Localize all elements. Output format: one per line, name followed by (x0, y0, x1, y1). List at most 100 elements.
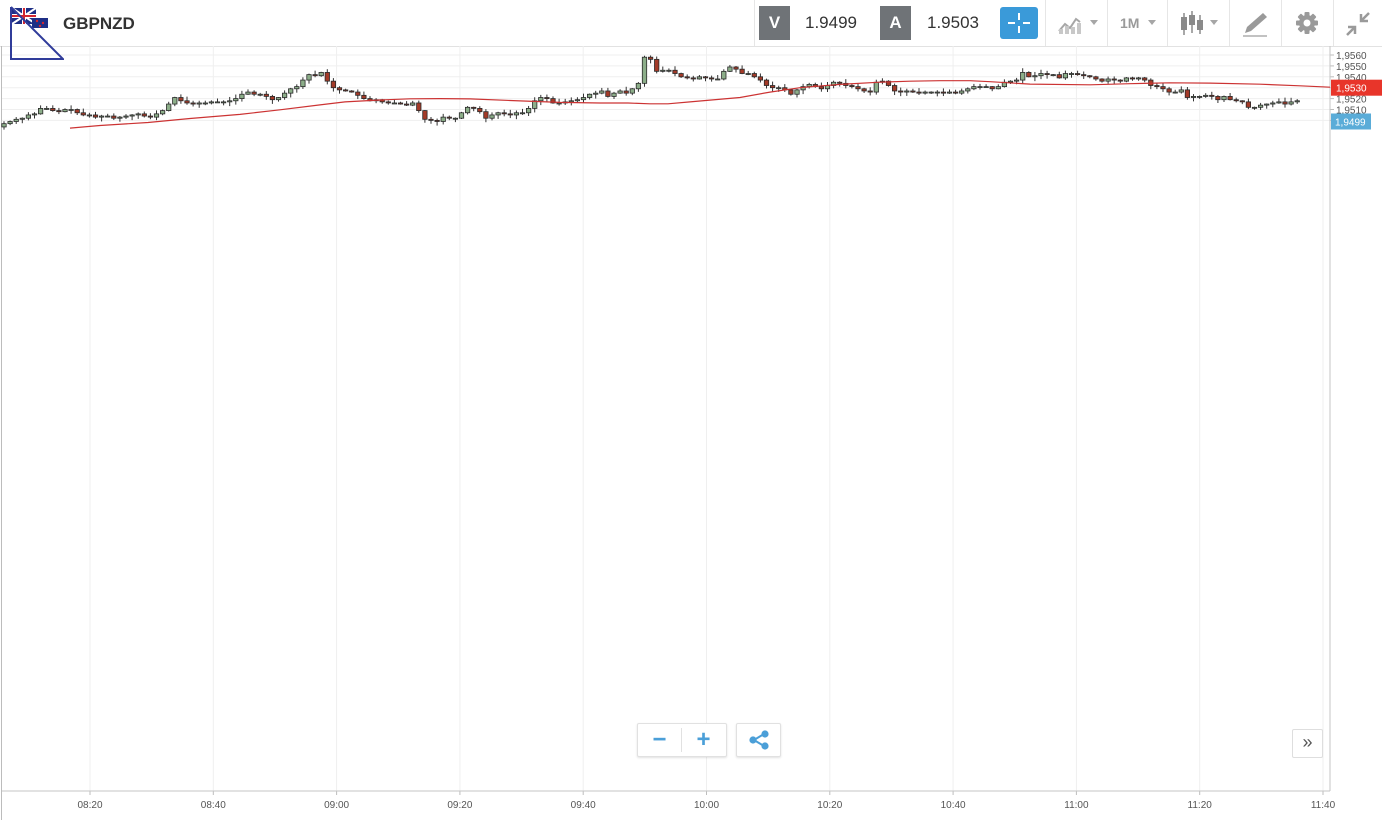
candle-body (288, 88, 294, 94)
candle-body (568, 100, 574, 103)
candle-body (526, 108, 532, 114)
settings-button[interactable] (1282, 0, 1332, 46)
toolbar-separator (1107, 0, 1108, 46)
candle-body (220, 101, 227, 104)
candle-body (611, 92, 617, 97)
candle-body (959, 90, 965, 94)
candle-body (80, 112, 86, 116)
candle-body (1251, 106, 1258, 109)
candle-body (13, 118, 19, 122)
candle-body (190, 102, 196, 105)
candle-body (1239, 100, 1245, 103)
candle-body (867, 90, 873, 93)
chevron-down-icon (1148, 20, 1156, 25)
candle-body (623, 90, 629, 94)
candle-body (666, 69, 672, 72)
candle-series (1, 55, 1300, 130)
draw-tools-button[interactable] (1230, 0, 1280, 46)
current-price-label: 1,9530 (1336, 84, 1367, 95)
sell-price[interactable]: 1.9499 (805, 13, 857, 32)
buy-price[interactable]: 1.9503 (927, 13, 979, 32)
x-tick-label: 08:40 (201, 800, 226, 811)
candle-body (196, 102, 202, 105)
bid-price-label: 1,9499 (1335, 117, 1366, 128)
pencil-icon (1243, 13, 1267, 37)
candle-body (770, 85, 776, 89)
candle-body (105, 115, 111, 118)
crosshair-button[interactable] (1000, 7, 1038, 39)
zoom-controls: − + (637, 723, 727, 757)
candle-body (1087, 75, 1093, 78)
candle-body (513, 112, 520, 116)
candle-body (477, 108, 483, 113)
candle-body (458, 112, 465, 119)
candle-body (86, 114, 92, 117)
candle-body (751, 73, 757, 78)
candle-body (1105, 78, 1111, 82)
zoom-in-button[interactable]: + (696, 726, 711, 753)
buy-label[interactable]: A (880, 6, 911, 40)
scroll-to-end-button[interactable]: » (1292, 729, 1323, 758)
candle-body (940, 91, 947, 94)
candle-body (74, 109, 80, 114)
collapse-button[interactable] (1334, 0, 1382, 46)
candle-body (1007, 80, 1014, 83)
candle-body (660, 69, 666, 72)
candle-body (1270, 102, 1276, 105)
toolbar-separator (754, 0, 755, 46)
candle-body (312, 74, 318, 77)
x-tick-label: 11:40 (1311, 800, 1336, 811)
candle-body (92, 114, 99, 118)
candle-body (1197, 96, 1203, 98)
candle-body (153, 113, 160, 118)
candle-body (489, 114, 495, 119)
candle-body (635, 82, 642, 90)
candle-body (1178, 89, 1184, 93)
timeframe-button[interactable]: 1M (1108, 0, 1166, 46)
candle-body (1258, 104, 1264, 108)
candle-body (1062, 73, 1068, 79)
candlestick-chart[interactable]: 1,95001,95101,95201,95301,95401,95501,95… (0, 46, 1382, 820)
candle-body (1154, 85, 1160, 88)
share-button[interactable] (736, 723, 781, 757)
candle-body (1264, 103, 1270, 106)
candle-body (678, 73, 684, 78)
candle-body (99, 115, 105, 118)
candle-body (910, 90, 916, 93)
crosshair-icon (1008, 13, 1030, 33)
sell-label[interactable]: V (759, 6, 790, 40)
candle-body (416, 102, 422, 111)
candle-body (818, 86, 825, 90)
candle-body (1209, 94, 1215, 97)
candle-body (275, 97, 282, 101)
candle-style-button[interactable] (1168, 0, 1228, 46)
candle-body (361, 94, 367, 100)
candle-body (702, 76, 709, 79)
chart-type-button[interactable] (1046, 0, 1106, 46)
candle-body (257, 93, 263, 96)
candle-body (129, 114, 135, 117)
candle-body (739, 68, 745, 74)
candle-body (629, 88, 635, 94)
gbpnzd-flag-icon (10, 6, 64, 60)
candle-body (721, 70, 727, 80)
y-tick-label: 1,9550 (1336, 62, 1367, 73)
candle-body (916, 91, 922, 94)
candle-body (391, 102, 398, 105)
candle-body (306, 74, 312, 81)
candle-body (538, 97, 544, 102)
zoom-out-button[interactable]: − (652, 726, 667, 753)
candle-body (690, 77, 696, 80)
candle-body (111, 115, 117, 119)
candle-body (1117, 79, 1123, 82)
candle-body (1136, 77, 1142, 80)
candle-body (269, 96, 276, 101)
candle-body (434, 120, 440, 122)
candle-body (696, 76, 703, 80)
candle-body (1026, 72, 1032, 78)
candle-body (922, 91, 928, 94)
candle-body (202, 102, 208, 105)
candle-body (227, 100, 233, 103)
x-tick-label: 09:20 (447, 800, 472, 811)
candle-body (44, 108, 50, 110)
